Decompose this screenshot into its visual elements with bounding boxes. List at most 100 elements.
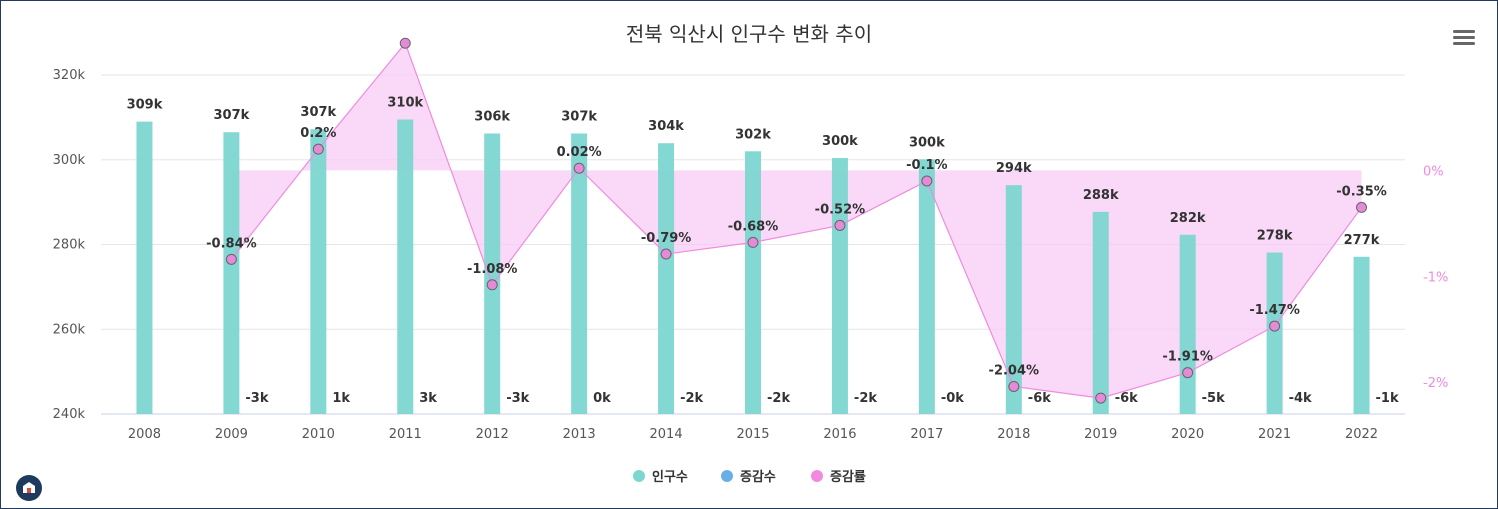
population-bar (1266, 252, 1283, 414)
population-bar (1005, 185, 1022, 414)
change-data-label: -0k (941, 391, 964, 406)
rate-data-label: -0.68% (728, 219, 779, 234)
rate-point (225, 253, 237, 265)
change-data-label: -2k (767, 391, 790, 406)
rate-data-label: -1.47% (1249, 303, 1300, 318)
x-axis-tick-label: 2011 (389, 427, 422, 442)
rate-data-label: 0.02% (557, 145, 602, 160)
x-axis-tick-label: 2014 (650, 427, 683, 442)
change-data-label: -2k (854, 391, 877, 406)
left-axis-tick-label: 260k (53, 322, 86, 337)
left-axis-tick-label: 280k (53, 238, 86, 253)
population-bar (1179, 234, 1196, 414)
rate-data-label: -0.52% (815, 202, 866, 217)
rate-point (834, 219, 846, 231)
legend-label: 증감수 (740, 470, 776, 485)
rate-data-label: -2.04% (989, 363, 1040, 378)
population-data-label: 307k (561, 109, 597, 124)
rate-data-label: -0.35% (1336, 184, 1387, 199)
x-axis-tick-label: 2019 (1084, 427, 1117, 442)
change-data-label: 0k (593, 391, 611, 406)
x-axis-tick-label: 2012 (476, 427, 509, 442)
right-axis-tick-label: -2% (1423, 376, 1448, 391)
rate-data-label: -0.84% (206, 236, 257, 251)
population-data-label: 282k (1170, 211, 1206, 226)
population-data-label: 300k (822, 134, 858, 149)
legend-label: 인구수 (652, 469, 688, 485)
population-bar (1092, 211, 1109, 414)
legend-marker (811, 470, 823, 482)
legend-label: 증감률 (830, 470, 866, 485)
x-axis-tick-label: 2017 (910, 427, 943, 442)
x-axis-tick-label: 2009 (215, 427, 248, 442)
rate-point (312, 143, 324, 155)
population-bar (310, 129, 327, 415)
rate-line (230, 42, 1363, 399)
population-bar (484, 133, 501, 415)
change-data-label: -2k (680, 391, 703, 406)
population-bar (397, 119, 414, 415)
rate-area (231, 43, 1362, 399)
population-bar (223, 132, 240, 415)
change-data-label: 1k (332, 391, 350, 406)
population-data-label: 307k (300, 105, 336, 120)
x-axis-tick-label: 2015 (736, 427, 769, 442)
rate-data-label: -1.91% (1162, 350, 1213, 365)
population-data-label: 307k (214, 108, 250, 123)
rate-point (1182, 367, 1194, 379)
right-axis-tick-label: -1% (1423, 270, 1448, 285)
chart-title: 전북 익산시 인구수 변화 추이 (626, 22, 872, 46)
population-bar (571, 133, 588, 415)
left-axis-tick-label: 300k (53, 153, 86, 168)
population-data-label: 288k (1083, 188, 1119, 203)
population-data-label: 294k (996, 161, 1032, 176)
rate-point (660, 248, 672, 260)
rate-point (486, 279, 498, 291)
x-axis-tick-label: 2022 (1345, 427, 1378, 442)
population-bar (831, 158, 848, 414)
change-data-label: -4k (1289, 391, 1312, 406)
rate-point (1356, 201, 1368, 213)
left-axis-tick-label: 320k (53, 68, 86, 83)
x-axis-tick-label: 2008 (128, 427, 161, 442)
change-data-label: -1k (1376, 391, 1399, 406)
rate-point (747, 236, 759, 248)
population-data-label: 310k (387, 95, 423, 110)
change-data-label: 3k (419, 391, 437, 406)
x-axis-tick-label: 2013 (563, 427, 596, 442)
rate-point (399, 37, 411, 49)
rate-point (1095, 392, 1107, 404)
x-axis-tick-label: 2018 (997, 427, 1030, 442)
change-data-label: -3k (245, 391, 268, 406)
population-bar (1353, 256, 1370, 414)
legend-marker (721, 470, 733, 482)
population-data-label: 277k (1344, 233, 1380, 248)
change-data-label: -6k (1028, 391, 1051, 406)
rate-data-label: -1.08% (467, 262, 518, 277)
x-axis-tick-label: 2016 (823, 427, 856, 442)
population-bar (918, 159, 935, 414)
change-data-label: -3k (506, 391, 529, 406)
rate-point (1008, 380, 1020, 392)
legend-marker (633, 470, 645, 482)
rate-point (1269, 320, 1281, 332)
population-data-label: 306k (474, 109, 510, 124)
population-data-label: 278k (1257, 229, 1293, 244)
population-bar (658, 143, 675, 414)
hamburger-menu-icon[interactable] (1451, 27, 1477, 49)
rate-data-label: -0.79% (641, 231, 692, 246)
population-data-label: 309k (127, 98, 163, 113)
population-bar (745, 151, 761, 414)
right-axis-tick-label: 0% (1423, 164, 1444, 179)
rate-data-label: 0.2% (300, 126, 336, 141)
change-data-label: -6k (1115, 391, 1138, 406)
change-data-label: -5k (1202, 391, 1225, 406)
rate-point (921, 175, 933, 187)
brand-logo-icon (16, 475, 42, 501)
x-axis-tick-label: 2021 (1258, 427, 1291, 442)
x-axis-tick-label: 2020 (1171, 427, 1204, 442)
population-bar (136, 121, 153, 415)
rate-point (573, 162, 585, 174)
x-axis-tick-label: 2010 (302, 427, 335, 442)
